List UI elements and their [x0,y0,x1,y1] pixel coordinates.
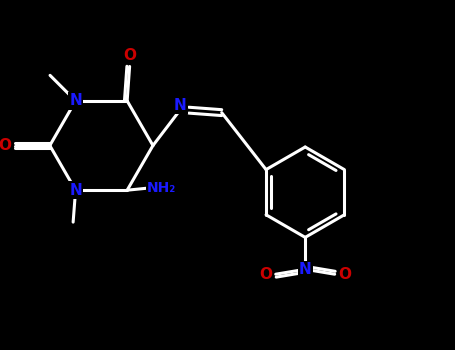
Text: NH₂: NH₂ [147,181,176,195]
Text: O: O [0,138,11,153]
Text: N: N [299,262,312,277]
Text: N: N [174,98,187,113]
Text: N: N [69,183,82,198]
Text: O: O [123,48,136,63]
Text: O: O [259,267,273,282]
Text: O: O [338,267,351,282]
Text: N: N [69,93,82,108]
